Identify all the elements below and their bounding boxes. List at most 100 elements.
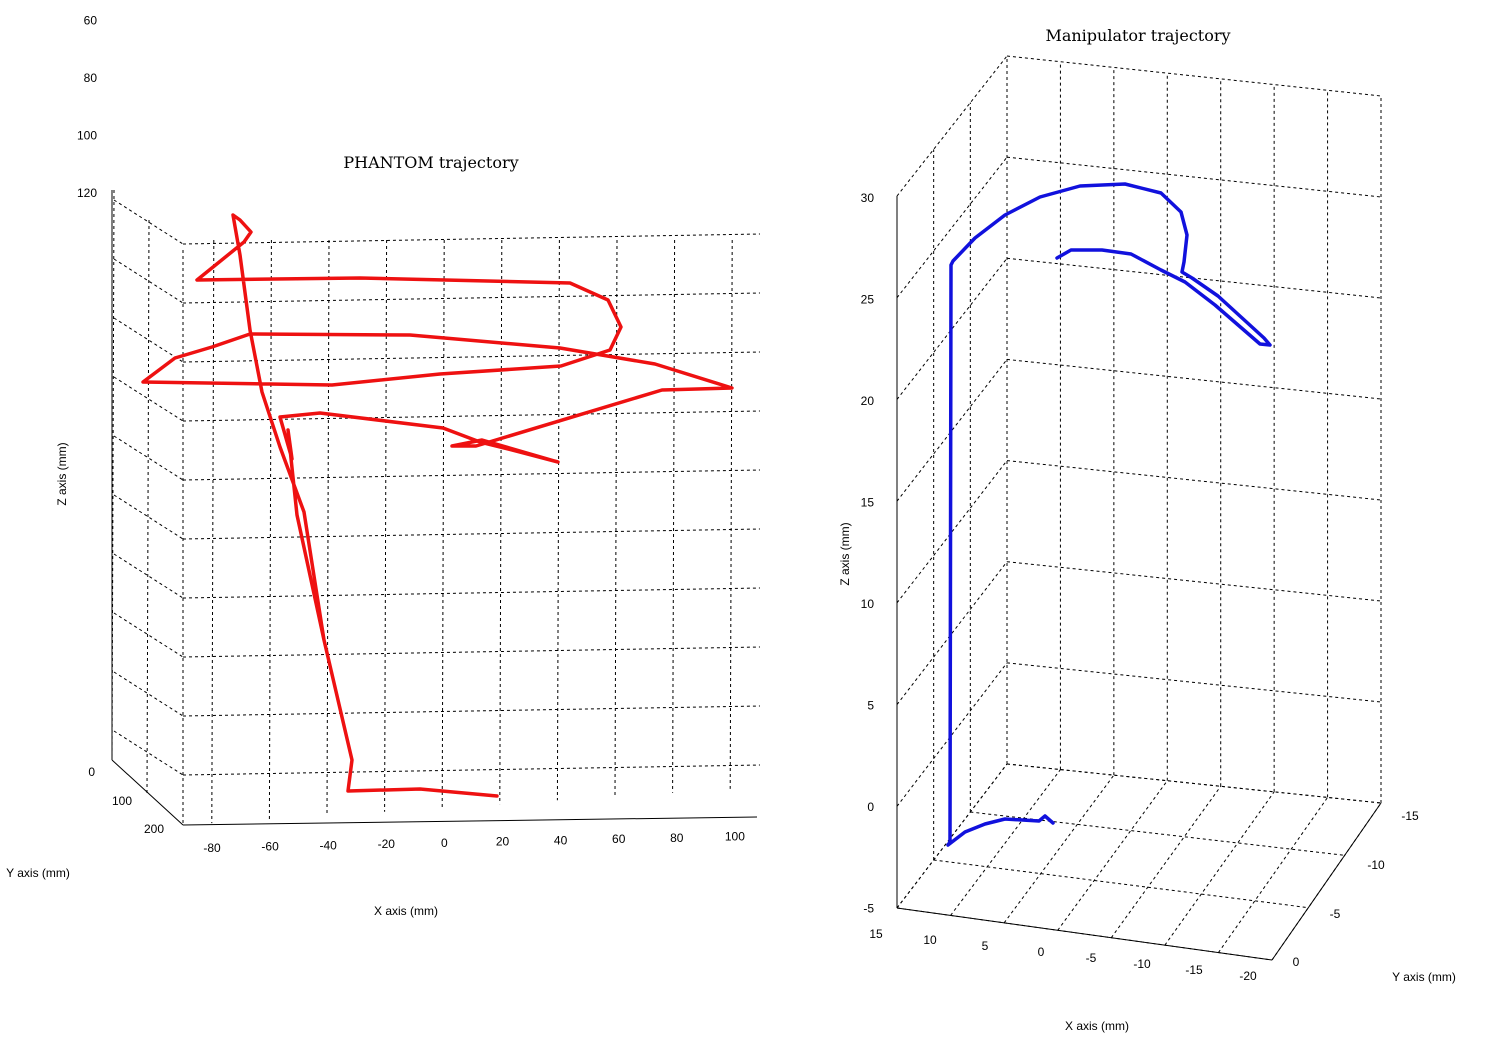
manipulator-chart-title: Manipulator trajectory bbox=[1045, 26, 1230, 45]
phantom-z-depth-gridline bbox=[113, 494, 184, 540]
phantom-x-tick-label: 40 bbox=[554, 833, 568, 847]
manipulator-floor-gridline-x bbox=[950, 769, 1061, 916]
phantom-chart-title: PHANTOM trajectory bbox=[343, 153, 518, 172]
phantom-z-gridline bbox=[182, 528, 761, 540]
manipulator-z-tick-label: 15 bbox=[861, 496, 875, 510]
manipulator-floor-gridline-x bbox=[1057, 780, 1168, 931]
manipulator-x-tick-label: -15 bbox=[1185, 963, 1203, 977]
phantom-x-gridline bbox=[672, 239, 676, 793]
phantom-z-tick-label: 80 bbox=[84, 71, 98, 85]
manipulator-z-tick-label: 20 bbox=[861, 394, 875, 408]
phantom-z-gridline bbox=[182, 646, 761, 658]
phantom-x-gridline bbox=[499, 239, 503, 805]
phantom-x-axis-label: X axis (mm) bbox=[374, 904, 438, 918]
phantom-x-gridline bbox=[211, 239, 215, 824]
manipulator-z-axis-label: Z axis (mm) bbox=[838, 522, 852, 585]
manipulator-x-tick-label: 0 bbox=[1038, 945, 1045, 959]
phantom-x-gridline bbox=[441, 239, 445, 808]
phantom-x-gridline bbox=[614, 239, 618, 797]
phantom-z-gridline bbox=[182, 764, 761, 776]
phantom-z-depth-gridline bbox=[113, 199, 184, 245]
manipulator-x-axis-line bbox=[896, 907, 1273, 961]
phantom-x-tick-label: -60 bbox=[261, 840, 279, 854]
phantom-y-tick-label: 200 bbox=[144, 822, 164, 836]
manipulator-sidewall-gridline-z bbox=[896, 763, 1008, 909]
phantom-grid bbox=[111, 189, 761, 826]
manipulator-x-axis-label: X axis (mm) bbox=[1065, 1019, 1129, 1033]
manipulator-y-tick-label: -10 bbox=[1367, 858, 1385, 872]
manipulator-backwall-gridline-z bbox=[1006, 662, 1382, 703]
phantom-x-tick-label: -80 bbox=[203, 841, 221, 855]
manipulator-x-tick-label: -20 bbox=[1239, 969, 1257, 983]
phantom-z-depth-gridline bbox=[113, 671, 184, 717]
manipulator-sidewall-gridline-z bbox=[896, 55, 1008, 197]
manipulator-x-tick-label: 5 bbox=[982, 939, 989, 953]
manipulator-grid bbox=[896, 55, 1382, 961]
phantom-z-gridline bbox=[182, 587, 761, 599]
manipulator-backwall-gridline-z bbox=[1006, 763, 1382, 804]
phantom-x-tick-label: -20 bbox=[378, 837, 396, 851]
phantom-x-gridline bbox=[326, 239, 330, 816]
phantom-z-depth-gridline bbox=[113, 553, 184, 599]
phantom-x-axis-line bbox=[182, 816, 758, 826]
phantom-z-tick-label: 100 bbox=[77, 129, 97, 143]
manipulator-z-tick-label: 5 bbox=[867, 699, 874, 713]
phantom-y-axis-line bbox=[111, 759, 184, 826]
manipulator-tick-labels: 15 10 5 0 -5 -10 -15 -20 0 -5 -10 -15 30 25 20 15 10 5 0 -5 bbox=[861, 191, 1419, 983]
phantom-y-tick-label: 0 bbox=[88, 765, 95, 779]
manipulator-x-tick-label: 15 bbox=[869, 927, 883, 941]
phantom-z-axis-label: Z axis (mm) bbox=[55, 442, 69, 505]
manipulator-x-tick-label: -10 bbox=[1133, 957, 1151, 971]
manipulator-z-tick-label: 25 bbox=[861, 293, 875, 307]
manipulator-z-tick-label: 0 bbox=[867, 800, 874, 814]
phantom-x-tick-label: 100 bbox=[725, 830, 745, 844]
manipulator-z-tick-label: 30 bbox=[861, 191, 875, 205]
phantom-z-gridline bbox=[182, 292, 761, 304]
phantom-z-depth-gridline bbox=[113, 612, 184, 658]
manipulator-floor-gridline-x bbox=[1164, 791, 1275, 946]
manipulator-backwall-gridline-z bbox=[1006, 358, 1382, 400]
phantom-z-depth-gridline bbox=[113, 258, 184, 304]
manipulator-x-tick-label: -5 bbox=[1086, 951, 1097, 965]
phantom-z-depth-gridline bbox=[113, 376, 184, 422]
phantom-x-gridline bbox=[268, 239, 272, 820]
phantom-trajectory-line bbox=[141, 213, 734, 798]
phantom-depth-gridline bbox=[146, 219, 150, 796]
manipulator-backwall-gridline-z bbox=[1006, 561, 1382, 602]
manipulator-y-axis-label: Y axis (mm) bbox=[1392, 970, 1456, 984]
phantom-y-tick-label: 100 bbox=[112, 794, 132, 808]
phantom-z-gridline bbox=[182, 233, 761, 245]
manipulator-floor-gridline-x bbox=[1003, 774, 1115, 924]
phantom-trajectory-plot: -80-60-40-20020406080100120100806040200-… bbox=[6, 14, 761, 918]
manipulator-floor-gridline-y bbox=[970, 811, 1345, 856]
phantom-z-gridline bbox=[182, 351, 761, 363]
manipulator-trajectory-plot: 15 10 5 0 -5 -10 -15 -20 0 -5 -10 -15 30 25 20 15 10 5 0 -5… bbox=[838, 26, 1456, 1033]
phantom-z-depth-gridline bbox=[113, 317, 184, 363]
phantom-x-gridline bbox=[556, 239, 560, 801]
phantom-z-tick-label: 120 bbox=[77, 186, 97, 200]
phantom-x-tick-label: 20 bbox=[496, 835, 510, 849]
phantom-tick-labels: -80-60-40-20020406080100120100806040200-… bbox=[77, 14, 745, 855]
phantom-z-gridline bbox=[182, 705, 761, 717]
phantom-x-gridline bbox=[384, 239, 388, 812]
phantom-x-gridline bbox=[729, 239, 733, 789]
manipulator-backwall-gridline-z bbox=[1006, 55, 1382, 97]
phantom-x-tick-label: -40 bbox=[320, 838, 338, 852]
phantom-y-axis-label: Y axis (mm) bbox=[6, 866, 70, 880]
manipulator-floor-gridline-y bbox=[933, 859, 1309, 909]
phantom-z-depth-gridline bbox=[113, 730, 184, 776]
manipulator-trajectory-line bbox=[946, 182, 1272, 847]
manipulator-y-tick-label: -15 bbox=[1401, 809, 1419, 823]
phantom-z-depth-gridline bbox=[113, 435, 184, 481]
manipulator-backwall-gridline-z bbox=[1006, 460, 1382, 501]
phantom-z-tick-label: 60 bbox=[84, 14, 98, 28]
manipulator-sidewall-gridline-z bbox=[896, 662, 1008, 807]
manipulator-y-tick-label: 0 bbox=[1293, 955, 1300, 969]
manipulator-backwall-gridline-z bbox=[1006, 156, 1382, 198]
manipulator-z-tick-label: -5 bbox=[863, 902, 874, 916]
manipulator-floor-gridline-x bbox=[1218, 797, 1328, 953]
phantom-z-gridline bbox=[182, 469, 761, 481]
phantom-x-tick-label: 80 bbox=[670, 831, 684, 845]
manipulator-y-tick-label: -5 bbox=[1330, 907, 1341, 921]
